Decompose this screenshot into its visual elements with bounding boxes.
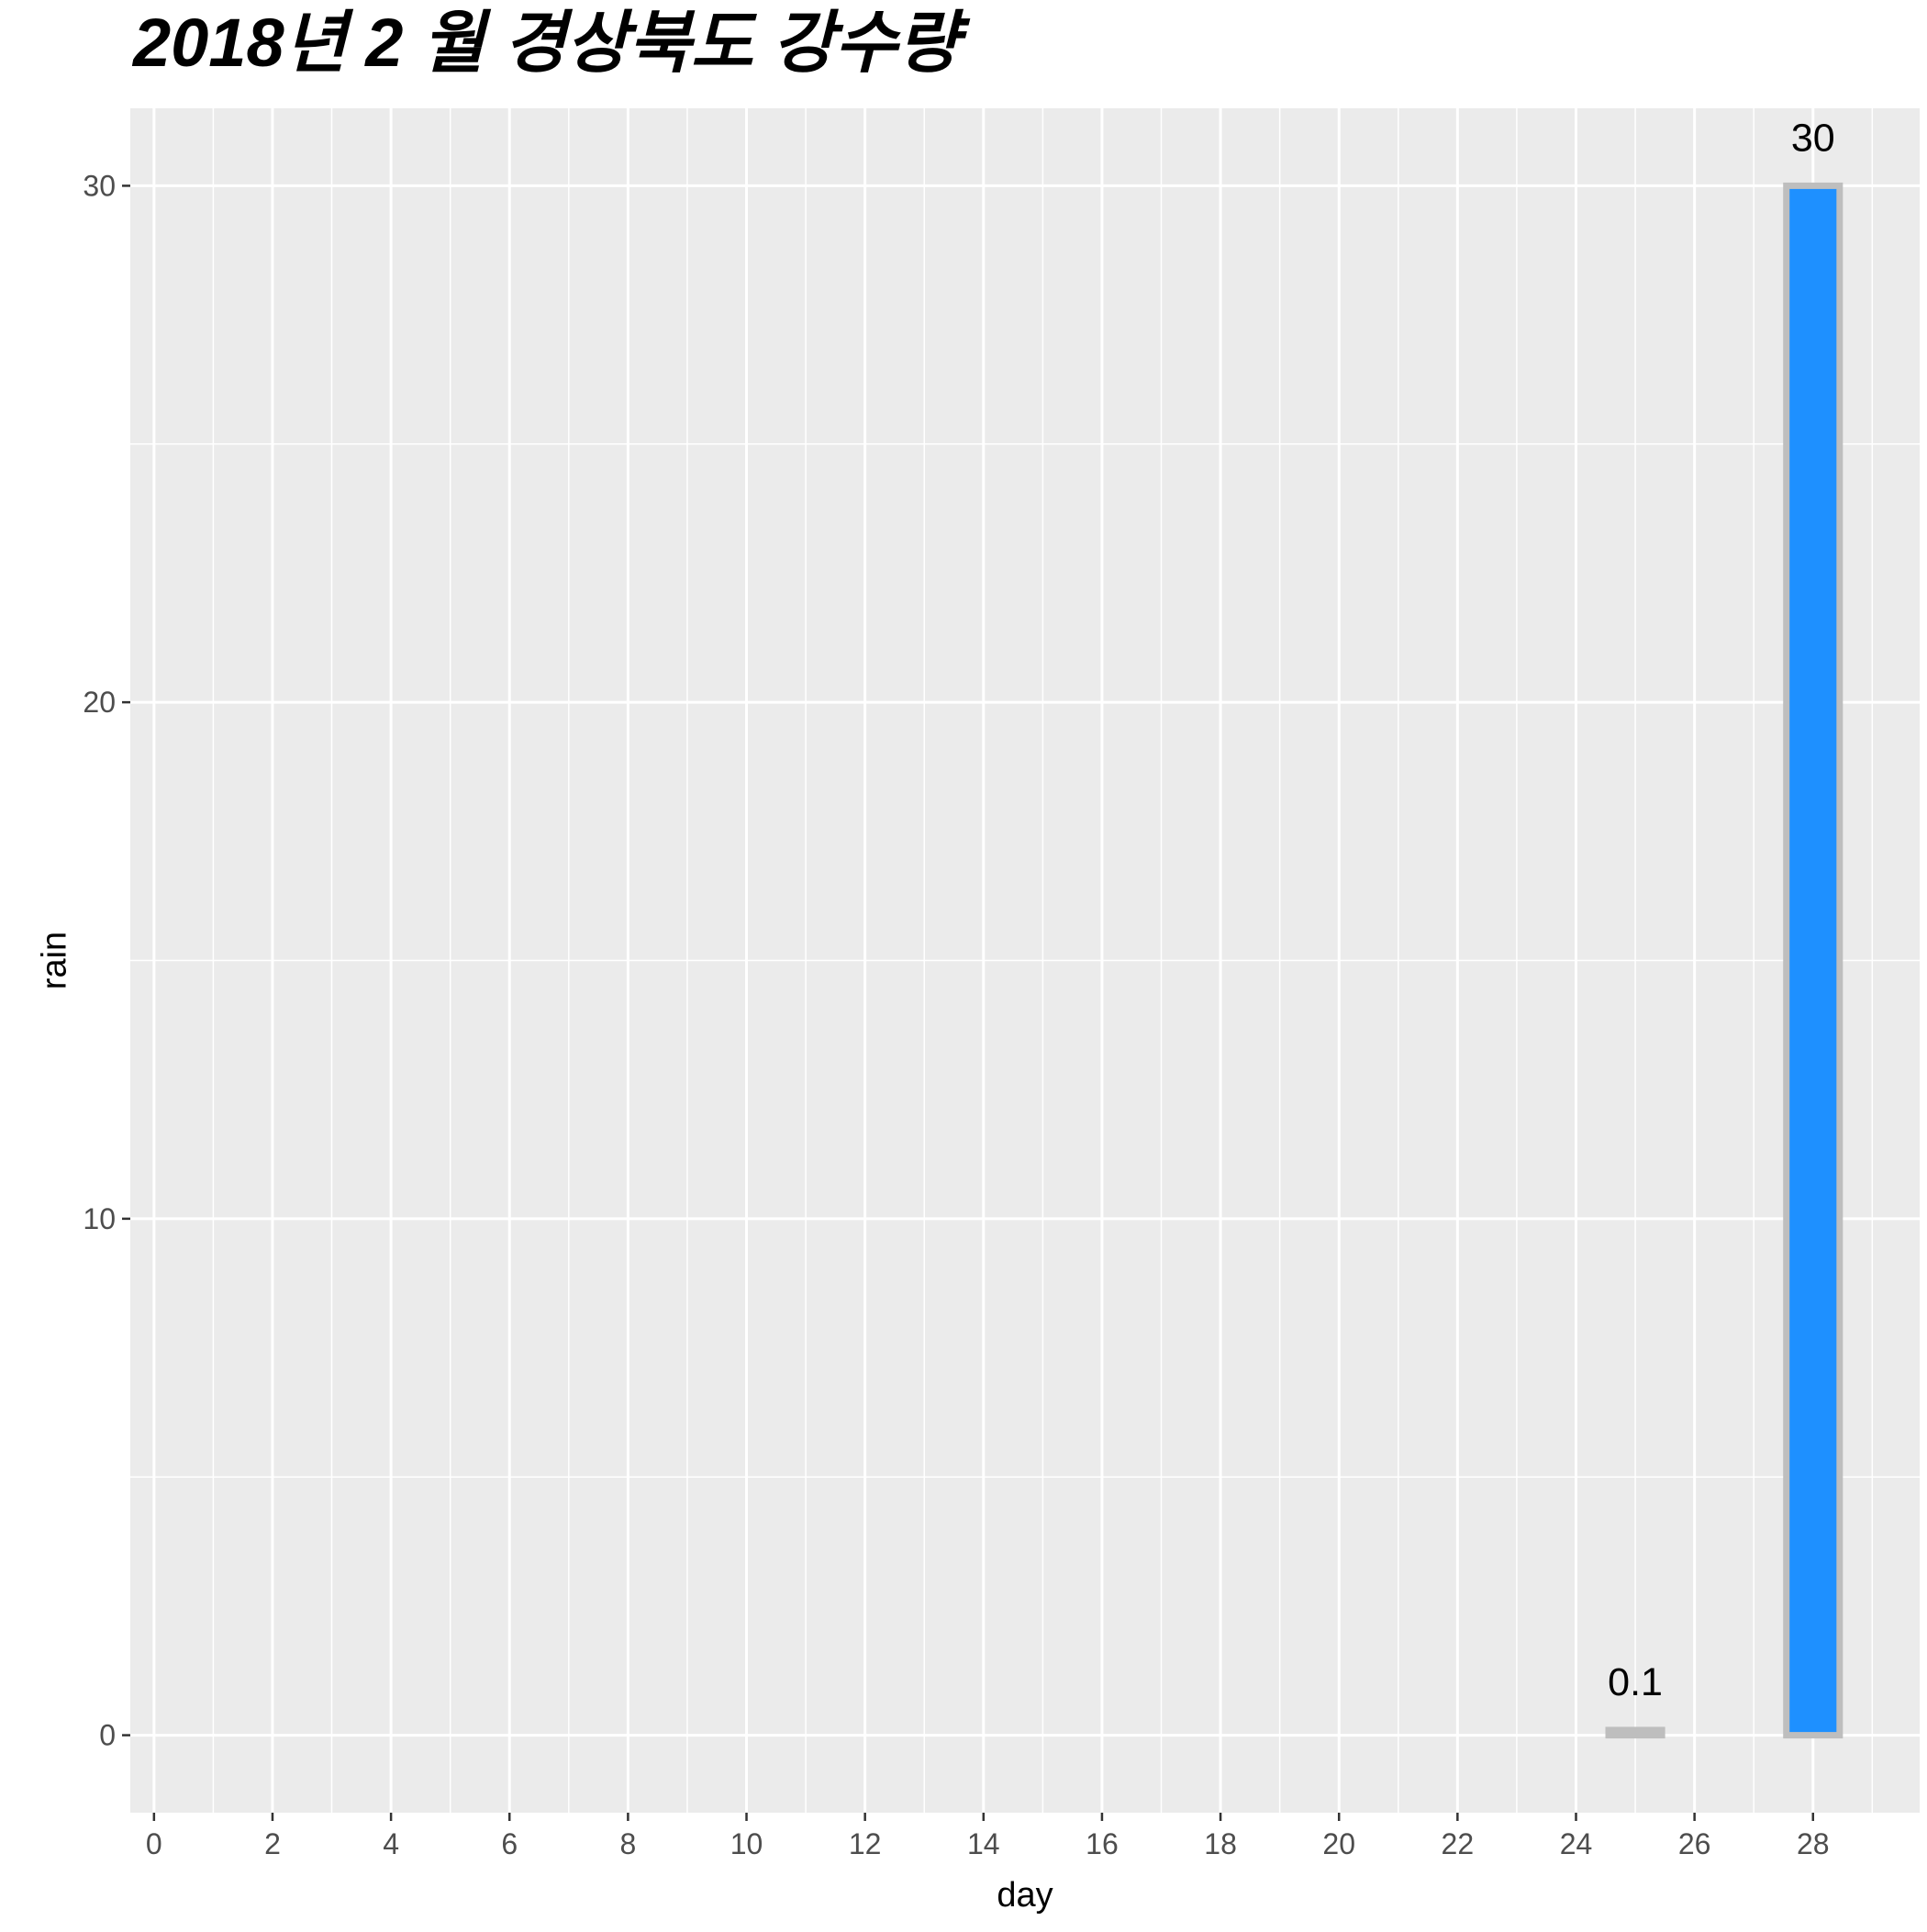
bar-day-28 xyxy=(1783,182,1843,1739)
x-tick-label: 18 xyxy=(1204,1827,1237,1860)
x-tick-label: 22 xyxy=(1442,1827,1475,1860)
x-tick-label: 20 xyxy=(1322,1827,1355,1860)
bars xyxy=(1605,182,1843,1739)
x-tick-label: 16 xyxy=(1086,1827,1119,1860)
major-gridlines xyxy=(130,108,1920,1813)
x-tick-label: 0 xyxy=(146,1827,162,1860)
data-label-day-28: 30 xyxy=(1791,116,1835,160)
x-tick-label: 26 xyxy=(1678,1827,1711,1860)
x-tick-label: 8 xyxy=(619,1827,636,1860)
y-tick-label: 20 xyxy=(83,686,116,719)
bar-day-25 xyxy=(1605,1726,1665,1739)
y-tick-label: 30 xyxy=(83,169,116,202)
chart-title: 2018년 2 월 경상북도 강수량 xyxy=(131,5,971,81)
data-label-day-25: 0.1 xyxy=(1608,1660,1663,1704)
x-tick-label: 2 xyxy=(264,1827,281,1860)
y-tick-label: 0 xyxy=(99,1719,116,1752)
minor-gridlines xyxy=(130,108,1920,1813)
x-tick-label: 10 xyxy=(730,1827,763,1860)
x-tick-label: 12 xyxy=(849,1827,882,1860)
y-axis-title: rain xyxy=(35,932,73,989)
y-tick-label: 10 xyxy=(83,1202,116,1235)
x-tick-label: 28 xyxy=(1797,1827,1830,1860)
x-tick-label: 6 xyxy=(501,1827,518,1860)
data-labels: 0.1 30 xyxy=(1608,116,1835,1704)
x-tick-label: 4 xyxy=(383,1827,399,1860)
x-axis: 0 2 4 6 8 10 12 14 16 18 20 22 24 26 28 xyxy=(146,1813,1830,1860)
x-tick-label: 14 xyxy=(967,1827,1000,1860)
x-axis-title: day xyxy=(997,1876,1053,1915)
x-tick-label: 24 xyxy=(1560,1827,1593,1860)
y-axis: 0 10 20 30 xyxy=(83,169,130,1752)
